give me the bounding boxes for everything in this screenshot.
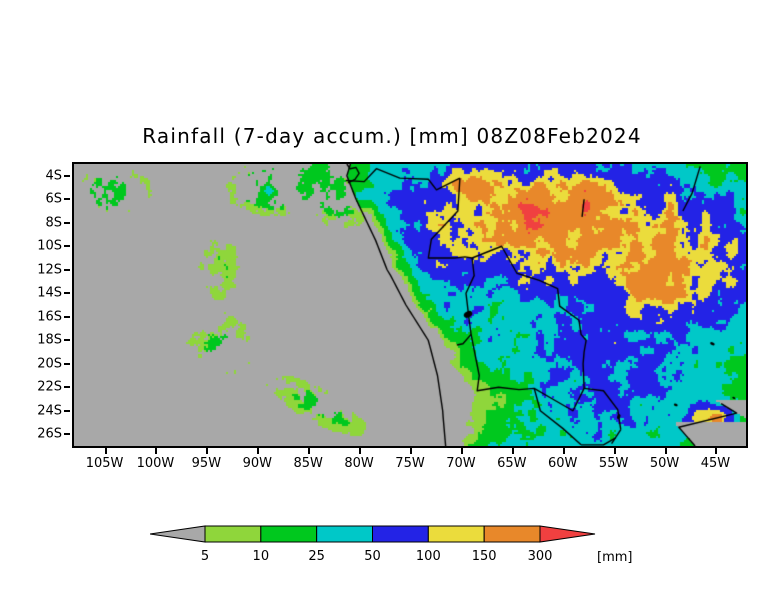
y-tick-mark: [64, 362, 70, 365]
y-tick-label: 4S: [45, 168, 62, 184]
y-tick-mark: [64, 315, 70, 318]
x-tick-label: 60W: [548, 456, 578, 471]
x-tick-mark: [257, 448, 260, 454]
rainfall-raster: [74, 164, 746, 446]
y-axis: 4S 6S 8S 10S 12S 14S 16S 18S 20S 22S 24S 26S: [0, 162, 70, 448]
map-plot-area: [72, 162, 748, 448]
x-tick-mark: [715, 448, 718, 454]
y-tick-mark: [64, 198, 70, 201]
x-tick-mark: [460, 448, 463, 454]
x-tick-mark: [155, 448, 158, 454]
y-tick-mark: [64, 292, 70, 295]
x-tick-mark: [308, 448, 311, 454]
colorbar-segment: [372, 525, 429, 543]
y-tick-mark: [64, 433, 70, 436]
y-tick-label: 26S: [37, 426, 62, 442]
colorbar-over-arrow: [539, 525, 596, 543]
x-tick-mark: [206, 448, 209, 454]
x-tick-label: 50W: [649, 456, 680, 471]
x-tick-label: 95W: [191, 456, 222, 471]
y-tick-mark: [64, 339, 70, 342]
x-tick-label: 65W: [497, 456, 527, 471]
y-tick-label: 24S: [37, 403, 62, 419]
y-tick-mark: [64, 409, 70, 412]
y-tick-label: 20S: [37, 356, 62, 372]
x-axis: 105W 100W 95W 90W 85W 80W 75W 70W 65W 60W 55W 50W 45…: [72, 448, 748, 482]
colorbar-tick-label: 10: [252, 549, 270, 564]
y-tick-label: 18S: [37, 332, 62, 348]
colorbar-segment: [483, 525, 541, 543]
x-tick-label: 105W: [85, 456, 124, 471]
y-tick-mark: [64, 386, 70, 389]
colorbar-tick-label: 50: [364, 549, 381, 564]
y-tick-label: 16S: [37, 309, 62, 325]
colorbar-segment: [316, 525, 373, 543]
x-tick-mark: [664, 448, 667, 454]
y-tick-label: 22S: [37, 379, 62, 395]
x-tick-mark: [104, 448, 107, 454]
x-tick-label: 90W: [242, 456, 272, 471]
y-tick-mark: [64, 174, 70, 177]
y-tick-label: 12S: [37, 262, 62, 278]
x-tick-mark: [613, 448, 616, 454]
x-tick-mark: [359, 448, 362, 454]
colorbar-legend: [mm] 5 10 25 50 100 150 300: [150, 520, 650, 580]
page-title: Rainfall (7-day accum.) [mm] 08Z08Feb202…: [142, 124, 642, 148]
x-tick-label: 55W: [598, 456, 629, 471]
colorbar-tick-label: 300: [527, 549, 553, 564]
colorbar-segment: [427, 525, 485, 543]
y-tick-label: 6S: [45, 191, 62, 207]
x-tick-label: 85W: [293, 456, 323, 471]
y-tick-mark: [64, 268, 70, 271]
colorbar-segment: [260, 525, 318, 543]
y-tick-label: 8S: [45, 215, 62, 231]
colorbar-tick-label: 100: [415, 549, 441, 564]
x-tick-label: 75W: [395, 456, 425, 471]
y-tick-mark: [64, 245, 70, 248]
colorbar-swatches: [150, 525, 596, 543]
colorbar-segment: [204, 525, 262, 543]
colorbar-tick-label: 5: [200, 549, 210, 564]
colorbar-tick-label: 25: [308, 549, 325, 564]
x-tick-mark: [511, 448, 514, 454]
x-tick-label: 80W: [344, 456, 374, 471]
x-tick-label: 100W: [136, 456, 175, 471]
colorbar-unit-label: [mm]: [597, 550, 633, 565]
y-tick-label: 10S: [37, 238, 62, 254]
x-tick-mark: [410, 448, 412, 454]
x-tick-label: 70W: [446, 456, 476, 471]
y-tick-mark: [64, 221, 70, 224]
y-tick-label: 14S: [37, 285, 62, 301]
x-tick-mark: [562, 448, 565, 454]
x-tick-label: 45W: [700, 456, 731, 471]
y-axis-ticks: [0, 162, 70, 448]
colorbar-under-arrow: [150, 525, 206, 543]
colorbar-tick-label: 150: [471, 549, 497, 564]
